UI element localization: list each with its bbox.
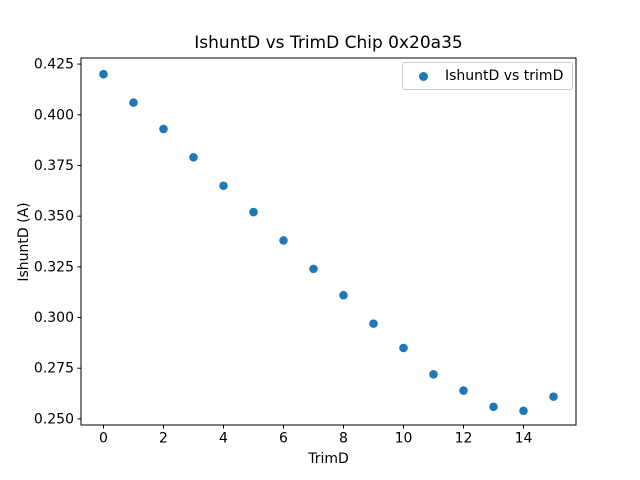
x-tick-label: 12	[455, 431, 473, 447]
x-tick-label: 2	[159, 431, 168, 447]
scatter-point	[459, 386, 468, 395]
y-tick-label: 0.275	[34, 361, 74, 377]
x-axis-label: TrimD	[308, 451, 349, 467]
scatter-point	[399, 343, 408, 353]
scatter-point	[369, 319, 378, 328]
scatter-point	[279, 236, 288, 245]
scatter-point	[309, 264, 318, 274]
scatter-point	[159, 124, 168, 134]
x-tick-label: 10	[395, 431, 413, 447]
legend: IshuntD vs trimD	[402, 62, 573, 90]
x-tick-label: 4	[219, 431, 228, 447]
scatter-point	[189, 153, 198, 162]
scatter-point	[489, 402, 498, 412]
scatter-point	[129, 98, 138, 107]
scatter-point	[549, 392, 558, 401]
scatter-point	[339, 290, 348, 300]
scatter-point	[99, 69, 108, 79]
y-tick-label: 0.325	[34, 259, 74, 275]
y-tick-label: 0.400	[34, 107, 74, 123]
y-tick-label: 0.300	[34, 310, 74, 326]
x-tick-label: 14	[515, 431, 533, 447]
legend-marker-icon	[419, 71, 428, 81]
scatter-point	[219, 181, 228, 191]
axes-frame	[80, 57, 577, 426]
y-axis-label: IshuntD (A)	[16, 202, 32, 282]
legend-label: IshuntD vs trimD	[445, 68, 564, 84]
y-tick-label: 0.375	[34, 158, 74, 174]
scatter-point	[519, 406, 528, 416]
scatter-point	[249, 207, 258, 217]
x-tick-label: 6	[279, 431, 288, 447]
y-tick-label: 0.425	[34, 57, 74, 73]
chart-title: IshuntD vs TrimD Chip 0x20a35	[194, 33, 463, 53]
y-tick-label: 0.250	[34, 411, 74, 427]
y-tick-label: 0.350	[34, 209, 74, 225]
x-tick-label: 8	[339, 431, 348, 447]
x-tick-label: 0	[99, 431, 108, 447]
scatter-point	[429, 370, 438, 379]
